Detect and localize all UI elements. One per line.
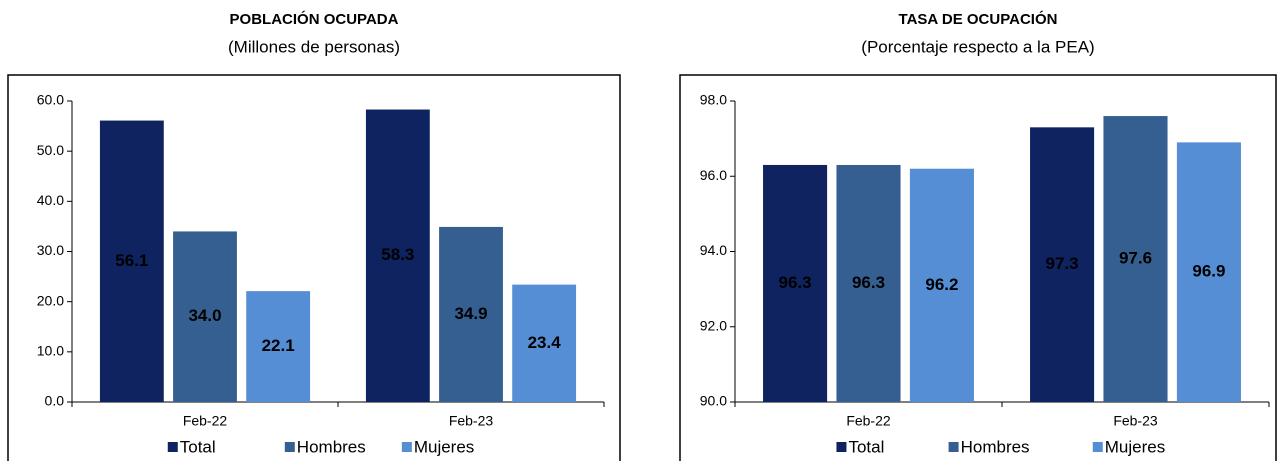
chart-title: TASA DE OCUPACIÓN (899, 10, 1058, 28)
legend-swatch (401, 442, 412, 452)
y-tick-label: 30.0 (37, 242, 64, 258)
y-tick-label: 40.0 (37, 192, 64, 208)
bar (909, 168, 974, 402)
y-tick-label: 50.0 (37, 142, 64, 158)
bar (246, 291, 311, 402)
y-tick-label: 0.0 (45, 393, 65, 409)
chart-subtitle: (Millones de personas) (228, 37, 400, 56)
legend-swatch (284, 442, 295, 452)
data-label: 96.2 (925, 275, 958, 294)
legend-swatch (948, 442, 959, 452)
bar (1030, 127, 1095, 403)
legend-label: Mujeres (414, 437, 474, 456)
data-label: 96.3 (779, 273, 812, 292)
data-label: 96.9 (1192, 262, 1225, 281)
legend-label: Mujeres (1105, 437, 1165, 456)
legend-label: Total (180, 437, 216, 456)
bar (365, 109, 430, 403)
y-tick-label: 90.0 (700, 393, 727, 409)
y-tick-label: 20.0 (37, 292, 64, 308)
y-tick-label: 94.0 (700, 242, 727, 258)
bar (1176, 142, 1241, 402)
x-tick-label: Feb-22 (183, 413, 228, 429)
y-tick-label: 92.0 (700, 317, 727, 333)
bar (173, 231, 237, 402)
y-tick-label: 96.0 (700, 167, 727, 183)
chart-frame (679, 74, 1277, 466)
y-tick-label: 10.0 (37, 343, 64, 359)
legend-label: Total (848, 437, 884, 456)
x-tick-label: Feb-23 (1113, 413, 1158, 429)
data-label: 34.0 (188, 306, 221, 325)
legend-swatch (1092, 442, 1103, 452)
legend-label: Hombres (961, 437, 1030, 456)
data-label: 56.1 (115, 251, 148, 270)
legend-swatch (836, 442, 847, 452)
legend-swatch (167, 442, 178, 452)
data-label: 22.1 (262, 336, 295, 355)
bar (512, 284, 577, 402)
y-tick-label: 60.0 (37, 92, 64, 108)
legend-label: Hombres (297, 437, 366, 456)
bar (439, 226, 503, 402)
bar (836, 164, 901, 402)
data-label: 34.9 (454, 304, 487, 323)
data-label: 96.3 (852, 273, 885, 292)
y-tick-label: 98.0 (700, 92, 727, 108)
data-label: 23.4 (528, 333, 562, 352)
chart-title: POBLACIÓN OCUPADA (230, 10, 399, 28)
data-label: 97.6 (1119, 249, 1152, 268)
x-tick-label: Feb-22 (846, 413, 891, 429)
chart-frame (7, 74, 621, 466)
x-tick-label: Feb-23 (449, 413, 494, 429)
data-label: 58.3 (381, 245, 414, 264)
bar (763, 164, 828, 402)
bar (99, 120, 164, 402)
chart-subtitle: (Porcentaje respecto a la PEA) (861, 37, 1094, 56)
data-label: 97.3 (1046, 254, 1079, 273)
bar (1103, 116, 1168, 403)
